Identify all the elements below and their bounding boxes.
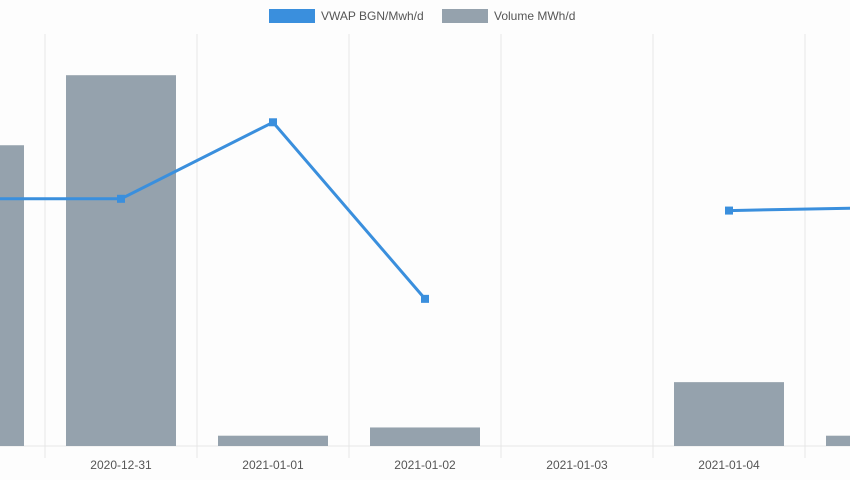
vwap-line-segment — [728, 206, 850, 213]
volume-bar[interactable] — [370, 427, 480, 446]
vwap-line — [0, 118, 850, 303]
x-tick-label: 2021-01-03 — [546, 458, 608, 472]
vwap-point[interactable] — [269, 118, 277, 127]
x-tick-label: 2021-01-04 — [698, 458, 760, 472]
volume-bar[interactable] — [0, 145, 24, 447]
volume-bars — [0, 75, 850, 447]
volume-bar[interactable] — [674, 382, 784, 446]
volume-bar[interactable] — [66, 75, 176, 446]
x-tick-label: 2021-01-01 — [242, 458, 304, 472]
x-tick-label: 2021-01-02 — [394, 458, 456, 472]
vwap-line-segment — [0, 120, 427, 300]
x-axis: 2020-12-302020-12-312021-01-012021-01-02… — [0, 458, 760, 472]
legend-label-vwap: VWAP BGN/Mwh/d — [321, 9, 424, 23]
legend-label-volume: Volume MWh/d — [494, 9, 575, 23]
vwap-point[interactable] — [421, 294, 429, 303]
volume-bar[interactable] — [218, 435, 328, 446]
x-tick-label: 2020-12-31 — [90, 458, 152, 472]
legend: VWAP BGN/Mwh/d Volume MWh/d — [269, 9, 575, 23]
legend-swatch-volume — [442, 9, 488, 23]
vwap-point[interactable] — [725, 206, 733, 215]
volume-bar[interactable] — [826, 435, 850, 446]
legend-swatch-vwap — [269, 9, 315, 23]
vwap-point[interactable] — [117, 194, 125, 203]
